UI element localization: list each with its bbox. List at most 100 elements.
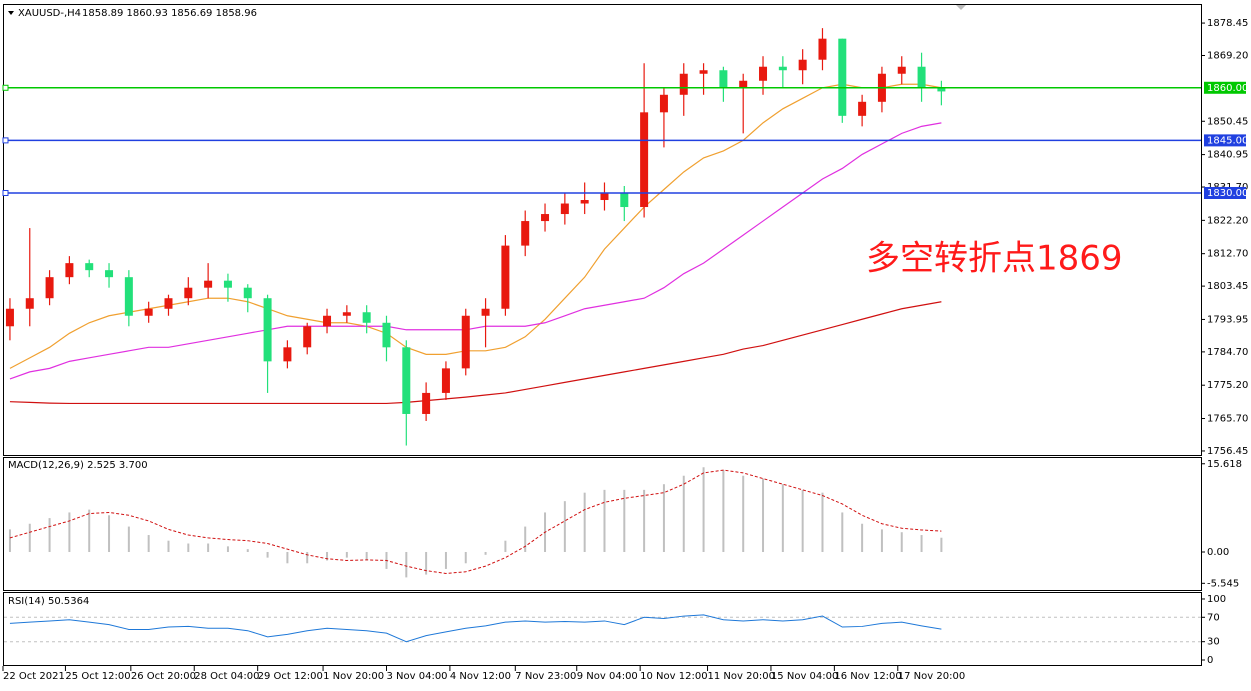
macd-bar xyxy=(326,551,329,561)
y-tick-label: -5.545 xyxy=(1207,578,1239,589)
candle-body xyxy=(382,322,391,348)
macd-bar xyxy=(207,543,210,552)
candle-body xyxy=(461,315,470,369)
macd-bar xyxy=(8,529,11,552)
macd-bar xyxy=(821,492,824,552)
macd-bar xyxy=(68,512,71,552)
macd-bar xyxy=(48,518,51,552)
macd-bar xyxy=(662,484,665,552)
macd-bar xyxy=(861,523,864,552)
level-label: 1860.00 xyxy=(1207,83,1248,94)
y-tick-label: 1756.45 xyxy=(1207,446,1248,457)
candle-body xyxy=(719,70,728,88)
candle-body xyxy=(481,308,490,316)
y-tick-label: 1812.70 xyxy=(1207,249,1248,260)
candle-body xyxy=(422,392,431,414)
level-handle xyxy=(2,84,9,91)
y-tick-label: 1869.20 xyxy=(1207,51,1248,62)
candle-body xyxy=(144,308,153,316)
macd-bar xyxy=(900,532,903,552)
macd-bar xyxy=(444,551,447,569)
candle-body xyxy=(25,298,34,309)
candle-body xyxy=(362,312,371,323)
shift-marker xyxy=(956,5,966,10)
y-tick-label: 100 xyxy=(1207,594,1226,605)
x-tick-label: 9 Nov 04:00 xyxy=(577,671,638,682)
candle-body xyxy=(501,245,510,309)
candle-body xyxy=(838,38,847,116)
candle-body xyxy=(65,263,74,278)
macd-bar xyxy=(167,540,170,552)
macd-bar xyxy=(266,551,269,558)
y-tick-label: 1850.45 xyxy=(1207,116,1248,127)
candle-body xyxy=(659,94,668,113)
level-label: 1845.00 xyxy=(1207,135,1248,146)
candle-body xyxy=(283,347,292,362)
macd-bar xyxy=(108,515,111,552)
macd-bar xyxy=(682,475,685,552)
x-tick-label: 1 Nov 20:00 xyxy=(323,671,384,682)
candle-body xyxy=(600,192,609,201)
macd-bar xyxy=(880,529,883,552)
candle-body xyxy=(541,214,550,222)
macd-bar xyxy=(345,551,348,558)
macd-bar xyxy=(623,489,626,552)
macd-bar xyxy=(246,549,249,552)
macd-bar xyxy=(920,535,923,552)
macd-bar xyxy=(425,551,428,575)
candle-body xyxy=(798,59,807,71)
y-tick-label: 30 xyxy=(1207,637,1220,648)
candle-body xyxy=(739,80,748,88)
macd-bar xyxy=(147,535,150,552)
candle-body xyxy=(937,87,946,92)
y-tick-label: 1840.95 xyxy=(1207,150,1248,161)
macd-bar xyxy=(464,551,467,564)
macd-bar xyxy=(28,523,31,552)
candle-body xyxy=(243,287,252,299)
macd-bar xyxy=(762,478,765,552)
macd-bar xyxy=(365,551,368,561)
macd-bar xyxy=(841,512,844,552)
candle-body xyxy=(263,298,272,362)
candle-body xyxy=(184,287,193,299)
candle-body xyxy=(759,66,768,81)
price-panel-frame xyxy=(3,4,1202,456)
macd-bar xyxy=(484,551,487,555)
rsi-panel-frame xyxy=(3,592,1202,666)
chart-title: XAUUSD-,H4 xyxy=(18,8,81,19)
candle-body xyxy=(441,368,450,393)
macd-bar xyxy=(781,484,784,552)
candle-body xyxy=(917,66,926,88)
ohlc-header: 1858.89 1860.93 1856.69 1858.96 xyxy=(82,8,257,19)
candle-body xyxy=(897,66,906,74)
x-tick-label: 26 Oct 20:00 xyxy=(131,671,196,682)
macd-bar xyxy=(603,489,606,552)
y-tick-label: 1803.45 xyxy=(1207,281,1248,292)
dropdown-arrow xyxy=(8,11,14,15)
level-handle xyxy=(2,189,9,196)
candle-body xyxy=(204,280,213,288)
moving-average xyxy=(9,301,942,405)
macd-bar xyxy=(226,546,229,552)
candle-body xyxy=(778,66,787,71)
y-tick-label: 0 xyxy=(1207,655,1213,666)
candle-body xyxy=(342,312,351,316)
level-label: 1830.00 xyxy=(1207,188,1248,199)
x-tick-label: 3 Nov 04:00 xyxy=(386,671,447,682)
y-tick-label: 1775.20 xyxy=(1207,380,1248,391)
x-tick-label: 16 Nov 12:00 xyxy=(834,671,901,682)
macd-bar xyxy=(405,551,408,578)
candle-body xyxy=(45,277,54,299)
macd-bar xyxy=(702,467,705,552)
candle-body xyxy=(402,347,411,414)
macd-bar xyxy=(643,489,646,552)
y-tick-label: 1822.20 xyxy=(1207,215,1248,226)
candle-body xyxy=(124,277,133,316)
moving-average xyxy=(9,122,942,380)
x-tick-label: 28 Oct 04:00 xyxy=(194,671,259,682)
macd-bar xyxy=(940,537,943,552)
candle-body xyxy=(858,101,867,116)
y-tick-label: 0.00 xyxy=(1207,547,1229,558)
macd-bar xyxy=(801,489,804,552)
